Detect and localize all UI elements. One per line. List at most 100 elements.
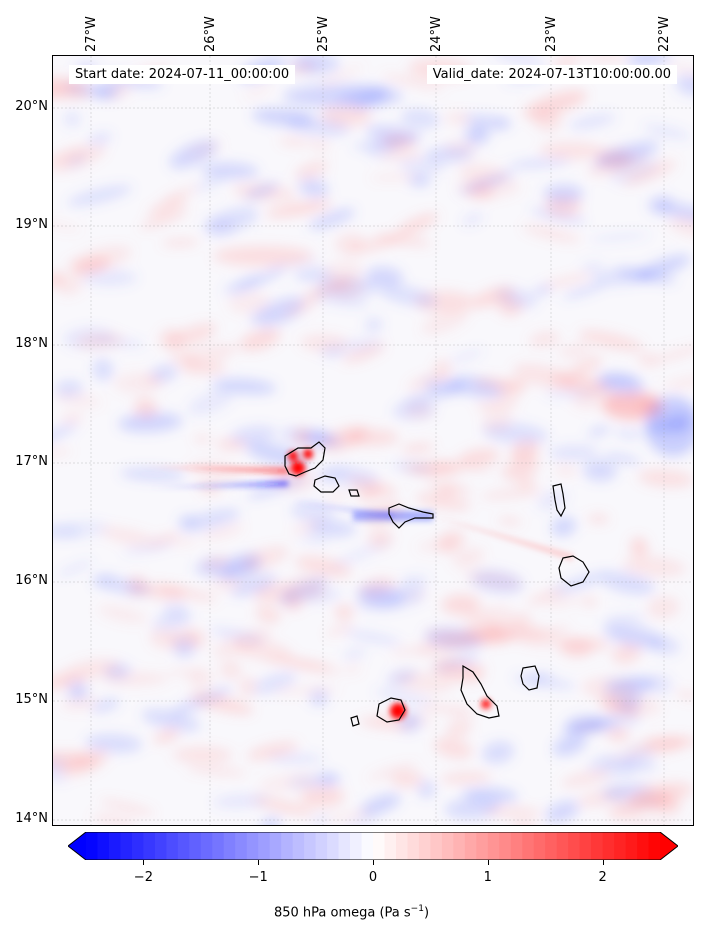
omega-blob [150, 364, 178, 382]
omega-blob [376, 234, 432, 247]
omega-blob [53, 146, 88, 164]
colorbar-tick-mark [602, 860, 604, 865]
omega-blob [601, 571, 655, 595]
omega-blob [343, 664, 362, 675]
omega-blob [91, 815, 137, 825]
colorbar-cell [499, 832, 512, 860]
omega-blob [92, 576, 152, 595]
omega-blob [365, 317, 383, 332]
island-brava [350, 715, 360, 727]
colorbar-cell [395, 832, 408, 860]
omega-blob [358, 718, 411, 730]
omega-blob [610, 158, 659, 184]
omega-blob [325, 492, 349, 502]
omega-blob [342, 649, 367, 659]
colorbar-cell [223, 832, 236, 860]
colorbar-extend-min [68, 832, 86, 860]
omega-blob [510, 440, 539, 462]
omega-blob [92, 358, 113, 381]
omega-blob [318, 65, 365, 86]
omega-blob [139, 209, 189, 230]
omega-blob [323, 260, 363, 283]
colorbar-cell [522, 832, 535, 860]
lat-label: 20°N [15, 99, 48, 114]
omega-blob [61, 750, 109, 777]
omega-blob [594, 141, 659, 167]
omega-blob [56, 559, 94, 577]
colorbar-tick-mark [373, 860, 374, 865]
omega-blob [405, 403, 434, 420]
omega-blob [663, 374, 693, 390]
omega-blob [400, 109, 440, 128]
omega-blob [324, 811, 373, 821]
colorbar-cell [131, 832, 144, 860]
colorbar-cell [212, 832, 225, 860]
omega-blob [366, 762, 418, 781]
omega-blob [166, 669, 204, 676]
colorbar-cell [579, 832, 592, 860]
omega-blob [141, 709, 201, 732]
omega-blob [536, 489, 569, 511]
colorbar-cell [568, 832, 581, 860]
omega-blob [552, 734, 587, 756]
omega-blob [603, 623, 664, 649]
lon-label: 24°W [429, 16, 444, 52]
omega-blob [378, 285, 438, 307]
omega-blob [188, 459, 244, 483]
omega-blob [170, 352, 198, 366]
colorbar-tick-mark [487, 860, 489, 865]
omega-blob [257, 311, 304, 332]
colorbar-cell [545, 832, 558, 860]
omega-blob [622, 556, 686, 577]
colorbar-cell [120, 832, 133, 860]
omega-blob [587, 425, 611, 437]
colorbar-cell [361, 832, 374, 860]
omega-blob [332, 278, 364, 299]
omega-blob [530, 208, 587, 223]
omega-blob [415, 493, 472, 511]
omega-blob [463, 114, 510, 128]
omega-blob [247, 476, 308, 499]
omega-blob [420, 307, 470, 336]
omega-blob [528, 331, 561, 348]
colorbar-cell [338, 832, 351, 860]
omega-blob [386, 669, 417, 686]
omega-blob [460, 607, 512, 620]
omega-blob [360, 794, 401, 815]
colorbar-cell [166, 832, 179, 860]
omega-blob [666, 63, 693, 77]
omega-blob [451, 548, 485, 568]
colorbar-cell [108, 832, 121, 860]
colorbar-cell [487, 832, 500, 860]
lon-label: 25°W [316, 16, 331, 52]
omega-blob [590, 711, 641, 731]
omega-blob [449, 349, 484, 364]
omega-blob [588, 232, 651, 243]
colorbar-cell [453, 832, 466, 860]
omega-blob [446, 719, 472, 738]
omega-blob [300, 180, 330, 199]
omega-blob [627, 738, 688, 754]
colorbar-cell [373, 832, 385, 860]
omega-blob [53, 774, 68, 782]
omega-blob [159, 328, 183, 349]
omega-blob [497, 517, 523, 525]
omega-blob [570, 355, 603, 376]
colorbar-cell [189, 832, 202, 860]
lon-label: 26°W [203, 16, 218, 52]
omega-blob [482, 741, 515, 764]
omega-blob [201, 162, 259, 179]
omega-blob [194, 175, 225, 192]
colorbar-cell [476, 832, 489, 860]
omega-blob [381, 74, 445, 90]
map-panel: Start date: 2024-07-11_00:00:00 Valid_da… [52, 55, 694, 826]
island-wake-streaks [133, 449, 573, 719]
omega-blob [344, 630, 402, 645]
colorbar-cell [625, 832, 638, 860]
colorbar-cell [464, 832, 477, 860]
omega-blob [241, 546, 289, 570]
omega-blob [317, 771, 339, 786]
omega-blob [118, 412, 183, 433]
lat-label: 16°N [15, 573, 48, 588]
omega-blob [161, 239, 200, 247]
